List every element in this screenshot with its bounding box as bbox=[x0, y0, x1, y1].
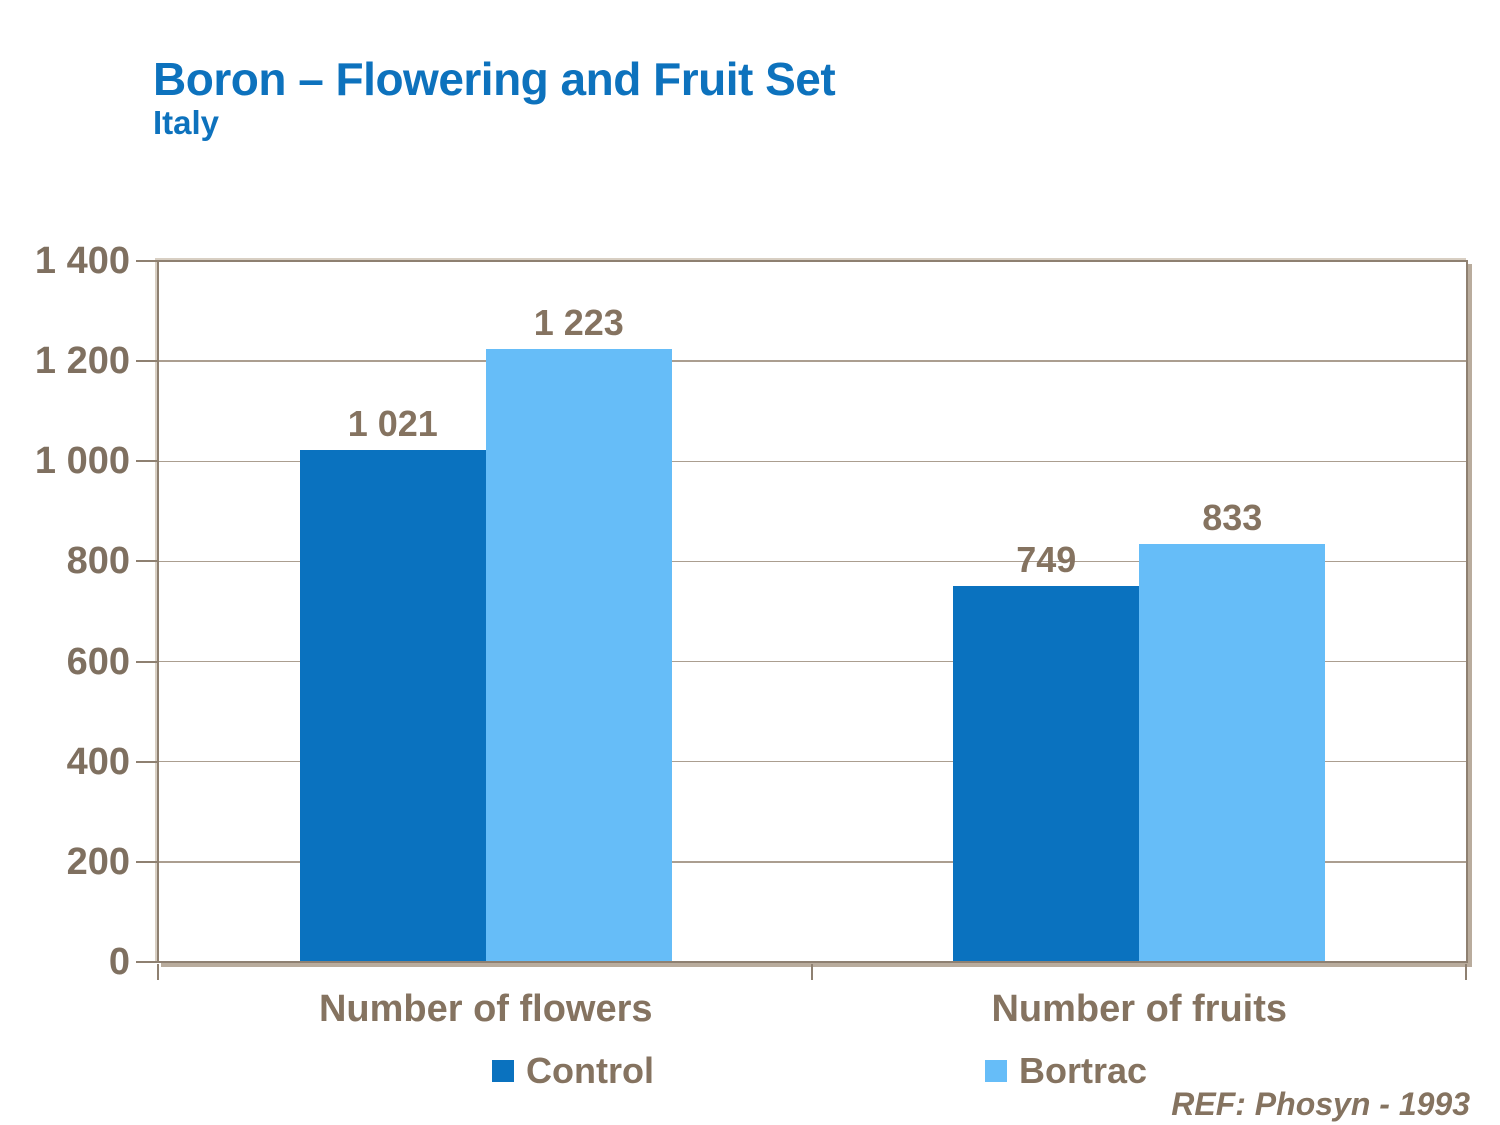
y-tick-label-600: 600 bbox=[66, 640, 130, 683]
bar-control-number-of-flowers bbox=[299, 449, 486, 961]
slide-title: Boron – Flowering and Fruit Set bbox=[153, 53, 836, 105]
legend-label-control: Control bbox=[526, 1050, 654, 1091]
y-tick-label-200: 200 bbox=[66, 840, 130, 883]
y-tick-label-400: 400 bbox=[66, 740, 130, 783]
y-tick-label-0: 0 bbox=[108, 941, 130, 983]
bar-bortrac-number-of-fruits bbox=[1139, 543, 1326, 961]
y-tick-mark-600 bbox=[136, 660, 157, 663]
x-tick-mark-1 bbox=[810, 964, 813, 980]
y-tick-mark-200 bbox=[136, 860, 157, 863]
y-tick-label-800: 800 bbox=[66, 540, 130, 583]
y-tick-mark-1200 bbox=[136, 360, 157, 363]
value-label-bortrac-number-of-fruits: 833 bbox=[1202, 496, 1263, 538]
value-label-control-number-of-flowers: 1 021 bbox=[347, 402, 438, 444]
y-tick-mark-400 bbox=[136, 760, 157, 763]
y-tick-mark-1400 bbox=[136, 260, 157, 262]
bar-bortrac-number-of-flowers bbox=[485, 348, 672, 961]
y-tick-mark-0 bbox=[136, 961, 157, 963]
category-label-number-of-fruits: Number of fruits bbox=[991, 988, 1288, 1030]
bar-control-number-of-fruits bbox=[953, 585, 1140, 961]
gridline-1000 bbox=[159, 460, 1466, 463]
x-tick-mark-0 bbox=[157, 964, 159, 980]
y-tick-mark-1000 bbox=[136, 460, 157, 463]
legend-label-bortrac: Bortrac bbox=[1019, 1050, 1148, 1091]
legend-swatch-control bbox=[492, 1060, 514, 1082]
value-label-bortrac-number-of-flowers: 1 223 bbox=[533, 301, 624, 343]
y-tick-label-1000: 1 000 bbox=[34, 440, 130, 483]
y-tick-label-1200: 1 200 bbox=[34, 340, 130, 383]
legend-swatch-bortrac bbox=[985, 1060, 1007, 1082]
reference-note: REF: Phosyn - 1993 bbox=[1171, 1086, 1470, 1122]
gridline-800 bbox=[159, 560, 1466, 563]
x-tick-mark-end bbox=[1465, 964, 1467, 980]
gridline-400 bbox=[159, 760, 1466, 763]
gridline-200 bbox=[159, 861, 1466, 863]
gridline-1200 bbox=[159, 360, 1466, 362]
value-label-control-number-of-fruits: 749 bbox=[1016, 538, 1077, 580]
gridline-600 bbox=[159, 660, 1466, 663]
y-tick-label-1400: 1 400 bbox=[34, 240, 130, 282]
category-label-number-of-flowers: Number of flowers bbox=[318, 988, 653, 1030]
y-tick-mark-800 bbox=[136, 560, 157, 563]
slide-subtitle: Italy bbox=[153, 104, 220, 141]
